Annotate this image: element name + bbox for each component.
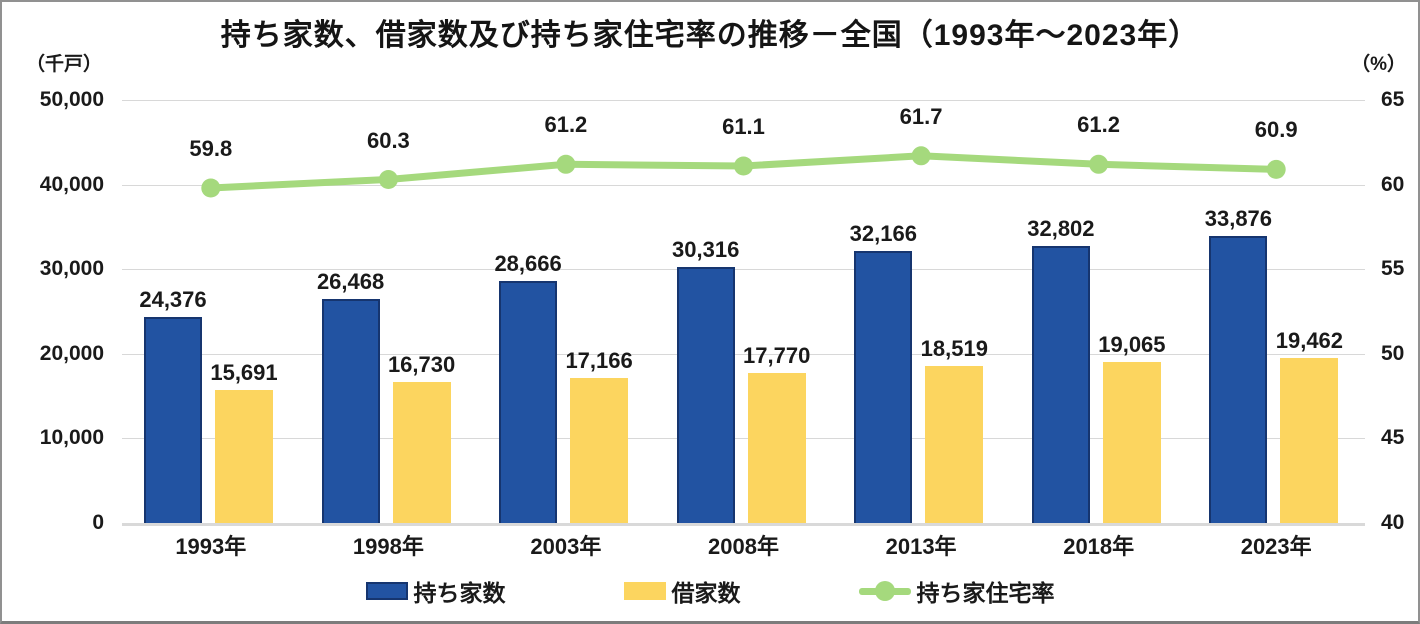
gridline bbox=[122, 354, 1365, 355]
x-axis-label-2018年: 2018年 bbox=[1063, 534, 1135, 559]
rented-homes-value-label: 15,691 bbox=[210, 360, 278, 386]
rented-homes-value-label: 17,770 bbox=[743, 342, 811, 368]
owned-homes-value-label: 24,376 bbox=[139, 286, 207, 312]
rented-homes-legend-swatch-icon bbox=[623, 582, 666, 600]
legend-line-dot bbox=[874, 581, 895, 601]
owned-homes-value-label: 33,876 bbox=[1204, 206, 1273, 232]
legend-item-rented-homes: 借家数 bbox=[623, 574, 741, 608]
right-axis-tick: 65 bbox=[1381, 88, 1405, 111]
legend-item-ownership-rate: 持ち家住宅率 bbox=[858, 574, 1055, 608]
gridline bbox=[122, 100, 1365, 101]
rented-homes-bar-2023年 bbox=[1280, 358, 1339, 523]
right-axis-tick: 60 bbox=[1381, 173, 1405, 196]
right-axis-tick: 45 bbox=[1381, 426, 1405, 449]
rented-homes-bar-2003年 bbox=[570, 377, 629, 523]
owned-homes-bar-2023年 bbox=[1209, 236, 1268, 523]
owned-homes-value-label: 28,666 bbox=[494, 250, 562, 276]
ownership-rate-value-label: 60.3 bbox=[366, 127, 410, 153]
rented-homes-bar-2008年 bbox=[747, 372, 806, 523]
gridline bbox=[122, 438, 1365, 439]
rented-homes-bar-2013年 bbox=[925, 366, 984, 523]
owned-homes-value-label: 26,468 bbox=[316, 269, 385, 295]
left-axis-tick: 30,000 bbox=[39, 257, 104, 280]
owned-homes-value-label: 30,316 bbox=[672, 236, 740, 262]
x-axis-label-2003年: 2003年 bbox=[530, 534, 602, 559]
ownership-rate-point-2013年 bbox=[911, 146, 931, 166]
ownership-rate-point-2018年 bbox=[1089, 154, 1109, 174]
left-axis-tick: 20,000 bbox=[39, 342, 104, 365]
rented-homes-bar-1998年 bbox=[392, 381, 451, 523]
right-axis-tick: 55 bbox=[1381, 257, 1405, 280]
ownership-rate-value-label: 61.2 bbox=[544, 112, 588, 138]
owned-homes-bar-2013年 bbox=[854, 250, 913, 523]
chart-title: 持ち家数、借家数及び持ち家住宅率の推移－全国（1993年～2023年） bbox=[220, 19, 1200, 52]
left-axis-tick: 10,000 bbox=[39, 426, 104, 449]
right-axis-tick: 50 bbox=[1381, 342, 1405, 365]
rented-homes-value-label: 17,166 bbox=[565, 347, 633, 373]
owned-homes-bar-1993年 bbox=[144, 316, 202, 523]
left-axis-unit: （千戸） bbox=[26, 54, 103, 75]
ownership-rate-value-label: 61.2 bbox=[1077, 112, 1120, 138]
gridline bbox=[122, 185, 1365, 186]
ownership-rate-value-label: 60.9 bbox=[1254, 117, 1298, 143]
legend-label-ownership-rate: 持ち家住宅率 bbox=[916, 580, 1055, 606]
rented-homes-bar-2018年 bbox=[1102, 361, 1161, 523]
rented-homes-bar-1993年 bbox=[215, 390, 273, 523]
ownership-rate-value-label: 61.1 bbox=[722, 114, 765, 139]
x-axis-label-2013年: 2013年 bbox=[885, 534, 957, 559]
left-axis-tick: 0 bbox=[92, 511, 104, 534]
owned-homes-bar-2018年 bbox=[1031, 245, 1090, 523]
owned-homes-legend-swatch-icon bbox=[365, 582, 408, 600]
legend-label-rented-homes: 借家数 bbox=[671, 580, 741, 606]
owned-homes-bar-2003年 bbox=[499, 280, 558, 523]
ownership-rate-value-label: 61.7 bbox=[899, 103, 943, 129]
right-axis-unit: （%） bbox=[1351, 54, 1406, 75]
ownership-rate-point-1993年 bbox=[201, 178, 221, 198]
left-axis-tick: 50,000 bbox=[39, 88, 104, 111]
ownership-rate-value-label: 59.8 bbox=[189, 136, 233, 161]
x-axis-label-2023年: 2023年 bbox=[1240, 534, 1312, 559]
owned-homes-bar-1998年 bbox=[321, 299, 380, 523]
legend-item-owned-homes: 持ち家数 bbox=[365, 574, 506, 608]
right-axis-tick: 40 bbox=[1381, 511, 1405, 534]
legend-label-owned-homes: 持ち家数 bbox=[413, 580, 506, 606]
ownership-rate-legend-line-icon bbox=[858, 581, 911, 601]
owned-homes-value-label: 32,802 bbox=[1027, 215, 1095, 241]
left-axis-tick: 40,000 bbox=[39, 173, 104, 196]
rented-homes-value-label: 18,519 bbox=[920, 336, 988, 362]
ownership-rate-line bbox=[201, 146, 1286, 198]
legend: 持ち家数 借家数 持ち家住宅率 bbox=[2, 574, 1418, 608]
rented-homes-value-label: 19,462 bbox=[1275, 328, 1344, 354]
ownership-rate-point-2008年 bbox=[734, 156, 753, 176]
ownership-rate-point-2003年 bbox=[556, 154, 576, 174]
ownership-rate-point-1998年 bbox=[378, 170, 398, 189]
x-axis-label-2008年: 2008年 bbox=[708, 534, 779, 559]
x-axis-line bbox=[122, 523, 1365, 526]
gridline bbox=[122, 269, 1365, 270]
ownership-rate-point-2023年 bbox=[1266, 159, 1286, 179]
owned-homes-bar-2008年 bbox=[676, 266, 735, 523]
owned-homes-value-label: 32,166 bbox=[849, 220, 917, 246]
rented-homes-value-label: 16,730 bbox=[387, 351, 456, 377]
rented-homes-value-label: 19,065 bbox=[1098, 331, 1166, 357]
x-axis-label-1993年: 1993年 bbox=[175, 534, 247, 559]
x-axis-label-1998年: 1998年 bbox=[352, 534, 424, 559]
